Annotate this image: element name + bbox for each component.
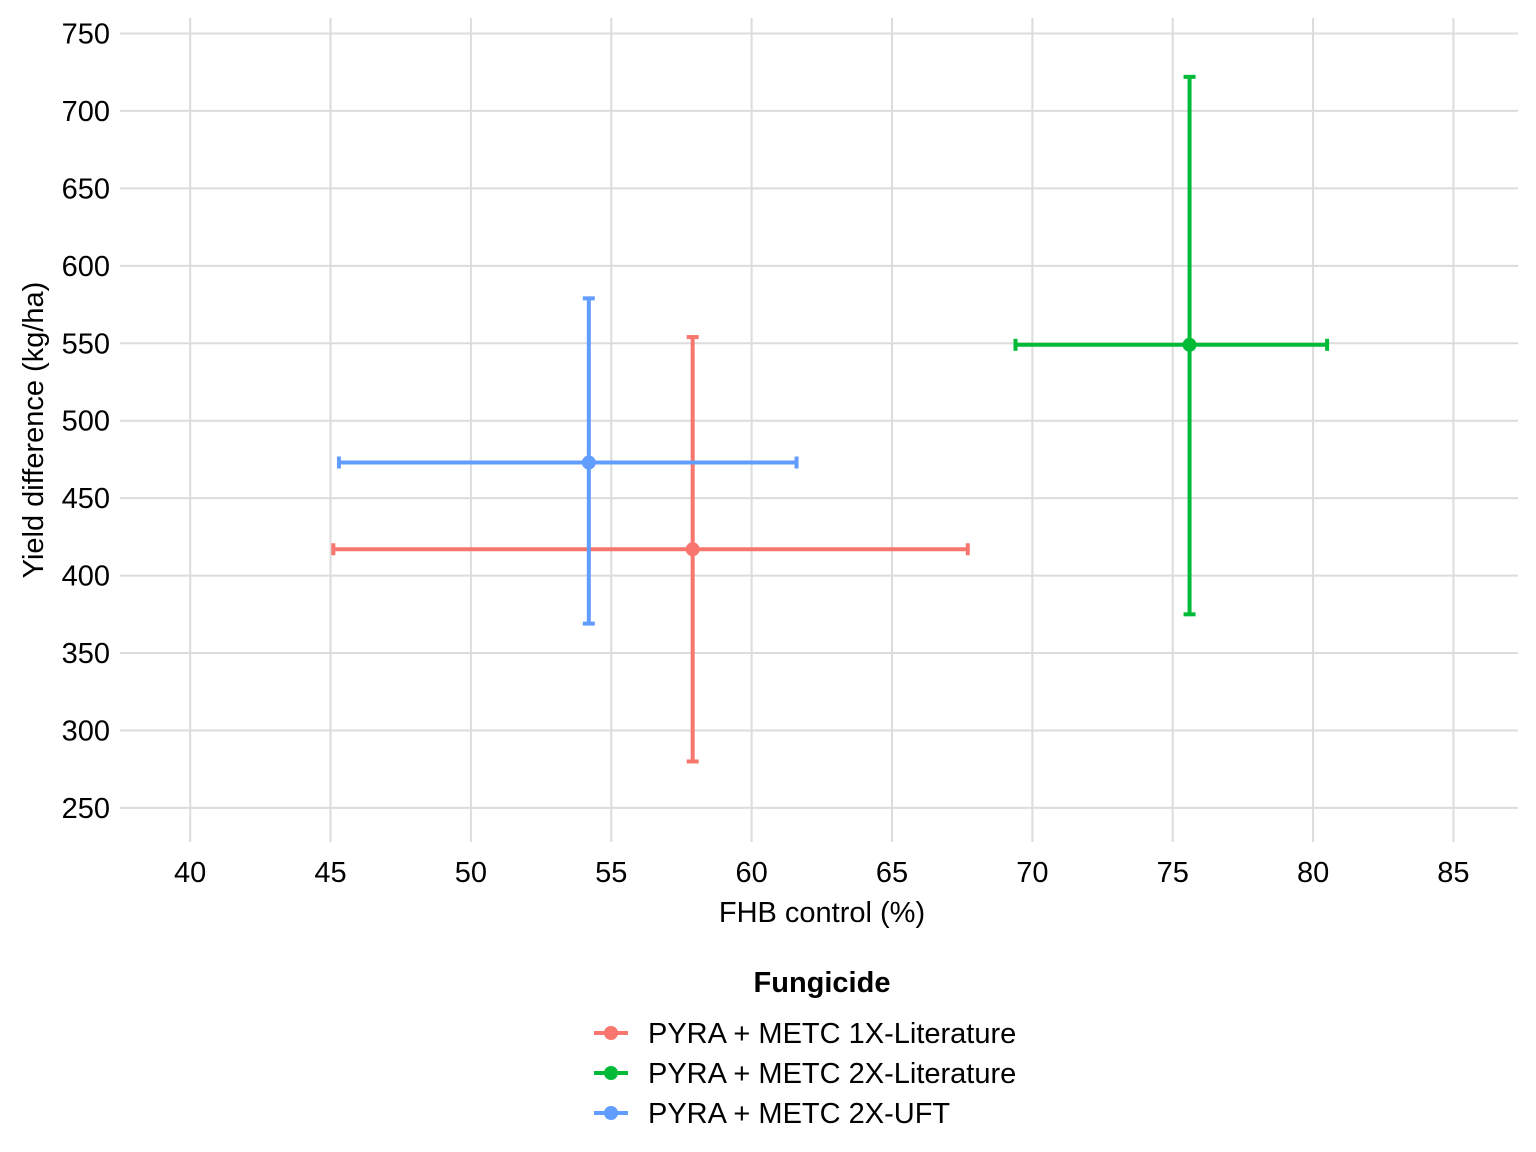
data-point [1182,337,1197,352]
x-axis-title: FHB control (%) [719,897,925,929]
y-axis-title: Yield difference (kg/ha) [18,282,50,579]
legend-item: PYRA + METC 2X-Literature [594,1058,1016,1090]
legend-title: Fungicide [754,967,891,999]
y-tick-label: 250 [62,793,110,825]
x-tick-label: 50 [455,857,487,889]
x-axis-tick-labels: 40 45 50 55 60 65 70 75 80 85 [174,857,1470,889]
legend-marker [604,1026,618,1040]
y-tick-label: 550 [62,328,110,360]
y-tick-label: 600 [62,251,110,283]
x-tick-label: 60 [735,857,767,889]
y-tick-label: 450 [62,483,110,515]
x-tick-label: 65 [876,857,908,889]
legend-label: PYRA + METC 2X-UFT [648,1098,950,1130]
series-3 [336,296,799,626]
x-tick-label: 80 [1297,857,1329,889]
data-point [581,455,596,470]
legend-label: PYRA + METC 2X-Literature [648,1058,1016,1090]
series-2 [1013,74,1330,617]
legend-item: PYRA + METC 1X-Literature [594,1018,1016,1050]
y-tick-label: 300 [62,715,110,747]
legend-items: PYRA + METC 1X-Literature PYRA + METC 2X-… [594,1018,1016,1130]
x-tick-label: 55 [595,857,627,889]
y-tick-label: 500 [62,406,110,438]
grid-lines [120,18,1518,842]
x-tick-label: 70 [1016,857,1048,889]
series-1 [331,335,970,764]
legend-marker [604,1066,618,1080]
x-tick-label: 40 [174,857,206,889]
y-tick-label: 750 [62,18,110,50]
y-tick-label: 650 [62,173,110,205]
data-point [685,542,700,557]
x-tick-label: 85 [1437,857,1469,889]
y-axis-tick-labels: 250 300 350 400 450 500 550 600 650 700 750 [62,18,110,824]
y-tick-label: 400 [62,561,110,593]
data-series [331,74,1330,764]
y-tick-label: 350 [62,638,110,670]
legend-item: PYRA + METC 2X-UFT [594,1098,950,1130]
legend: Fungicide PYRA + METC 1X-LiteraturePYRA … [594,967,1016,1130]
x-tick-label: 75 [1157,857,1189,889]
y-tick-label: 700 [62,96,110,128]
legend-label: PYRA + METC 1X-Literature [648,1018,1016,1050]
legend-marker [604,1106,618,1120]
x-tick-label: 45 [314,857,346,889]
